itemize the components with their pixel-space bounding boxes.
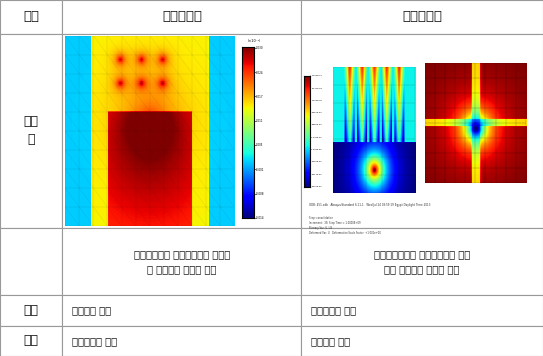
- Text: 사용빈도 많음: 사용빈도 많음: [72, 305, 111, 316]
- Bar: [62, 34, 301, 228]
- Text: 수치적분으로 행렬방정식을 구성하
여 근사해를 구하는 방법: 수치적분으로 행렬방정식을 구성하 여 근사해를 구하는 방법: [134, 249, 230, 274]
- Text: 유한차분법: 유한차분법: [402, 10, 442, 23]
- Bar: [301, 326, 543, 356]
- Bar: [62, 295, 301, 326]
- Text: Step: consolidation
Increment:  39; Step Time = 1.0000E+09
Primary Var: U, U3
De: Step: consolidation Increment: 39; Step …: [309, 216, 381, 235]
- Bar: [0, 228, 62, 295]
- Text: ODB: 451.odb   Abaqus/Standard 6.11-1   Wed Jul 24 03:59:19 Egypt Daylight Time : ODB: 451.odb Abaqus/Standard 6.11-1 Wed …: [309, 203, 430, 208]
- Bar: [0, 34, 62, 228]
- Bar: [301, 0, 543, 34]
- Bar: [62, 228, 301, 295]
- Text: 대변형해석 가능: 대변형해석 가능: [311, 305, 356, 316]
- Bar: [62, 326, 301, 356]
- Text: 대변형해석 제한: 대변형해석 제한: [72, 336, 117, 346]
- Text: 구분: 구분: [23, 10, 39, 23]
- Text: 장점: 장점: [24, 304, 39, 317]
- Text: 개요
도: 개요 도: [24, 115, 39, 146]
- Bar: [301, 34, 543, 228]
- Bar: [0, 326, 62, 356]
- Text: 차분방정식으로 행렬방정식을 구성
하여 근사해를 구하는 방법: 차분방정식으로 행렬방정식을 구성 하여 근사해를 구하는 방법: [374, 249, 470, 274]
- Bar: [301, 295, 543, 326]
- Bar: [0, 0, 62, 34]
- Text: (×10⁻⁴): (×10⁻⁴): [248, 38, 262, 43]
- Text: 유한요소법: 유한요소법: [162, 10, 202, 23]
- Bar: [62, 0, 301, 34]
- Text: 단점: 단점: [24, 334, 39, 347]
- Bar: [0, 295, 62, 326]
- Bar: [301, 228, 543, 295]
- Text: 사용빈도 낮음: 사용빈도 낮음: [311, 336, 350, 346]
